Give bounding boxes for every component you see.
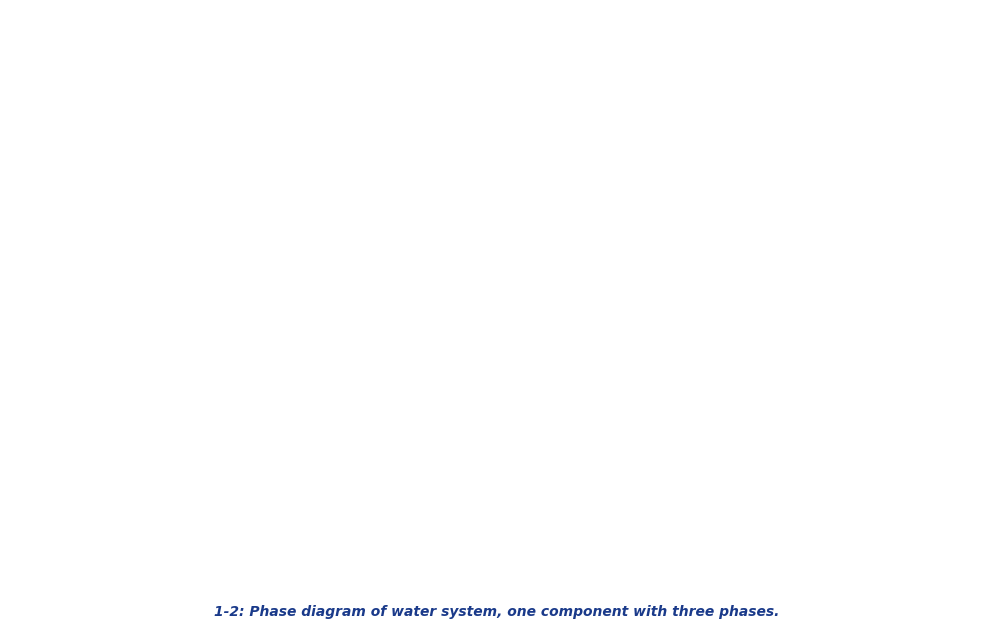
Text: -273°C: -273°C	[249, 540, 297, 552]
Text: B: B	[813, 121, 826, 140]
Text: Absolute zero: Absolute zero	[224, 564, 322, 576]
Text: 1 atm: 1 atm	[157, 278, 203, 292]
Text: Solid
(ice): Solid (ice)	[401, 204, 443, 240]
Text: Vaporization: Vaporization	[723, 204, 777, 299]
Text: O⁻: O⁻	[500, 316, 522, 331]
Text: Temperature, °C: Temperature, °C	[487, 595, 626, 610]
Text: 100°C: 100°C	[653, 540, 695, 552]
Text: 218 atm: 218 atm	[138, 128, 203, 142]
Text: A: A	[353, 496, 364, 511]
Text: 4.58 mm
of Hg: 4.58 mm of Hg	[141, 331, 203, 360]
Text: 374°C: 374°C	[774, 540, 815, 552]
Text: 1-2: Phase diagram of water system, one component with three phases.: 1-2: Phase diagram of water system, one …	[213, 605, 780, 619]
Text: Vapour: Vapour	[823, 379, 885, 394]
Text: Liquid: Liquid	[679, 185, 731, 201]
Text: C: C	[557, 96, 570, 113]
Text: O: O	[605, 343, 618, 358]
Text: Pressure (not to scale): Pressure (not to scale)	[79, 190, 94, 370]
Text: Sublimation: Sublimation	[415, 376, 503, 436]
Text: 0.0098°C: 0.0098°C	[531, 540, 596, 552]
Text: melting: melting	[572, 126, 644, 144]
Text: 0°C: 0°C	[595, 540, 615, 549]
